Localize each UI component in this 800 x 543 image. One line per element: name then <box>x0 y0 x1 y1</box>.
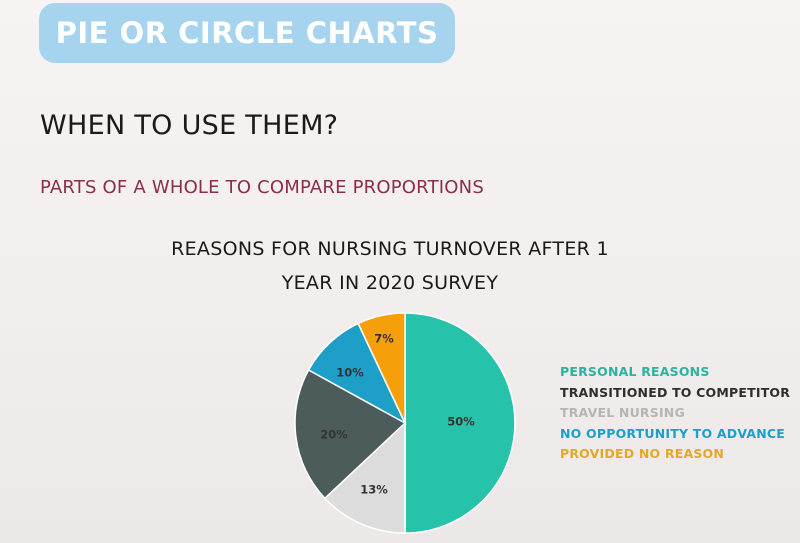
legend-item-personal-reasons: PERSONAL REASONS <box>560 364 710 379</box>
pie-slice-travel-nursing <box>294 368 407 500</box>
legend-item-travel-nursing: TRAVEL NURSING <box>560 405 685 420</box>
legend-item-transitioned-to-competitor: TRANSITIONED TO COMPETITOR <box>560 384 791 400</box>
pie-value-label: 10% <box>336 366 364 380</box>
legend-item-no-opportunity-to-advance: NO OPPORTUNITY TO ADVANCE <box>560 425 786 441</box>
legend-item-provided-no-reason: PROVIDED NO REASON <box>560 446 725 461</box>
header-pill: PIE OR CIRCLE CHARTS <box>39 3 455 63</box>
section-heading: WHEN TO USE THEM? <box>40 110 339 141</box>
pie-slice-provided-no-reason <box>357 312 406 424</box>
pie-value-label: 13% <box>360 483 388 497</box>
pie-value-label: 50% <box>447 415 475 429</box>
pie-value-label: 20% <box>320 428 348 442</box>
pie-slice-transitioned-to-competitor <box>323 421 406 534</box>
pie-value-label: 7% <box>374 332 394 346</box>
chart-legend: PERSONAL REASONS TRANSITIONED TO COMPETIT… <box>560 362 790 465</box>
section-subheading: PARTS OF A WHOLE TO COMPARE PROPORTIONS <box>40 177 484 198</box>
pie-slice-personal-reasons <box>404 312 516 534</box>
chart-title-line-1: REASONS FOR NURSING TURNOVER AFTER 1 <box>171 238 609 260</box>
header-title: PIE OR CIRCLE CHARTS <box>55 16 439 50</box>
chart-title-line-2: YEAR IN 2020 SURVEY <box>281 272 499 294</box>
